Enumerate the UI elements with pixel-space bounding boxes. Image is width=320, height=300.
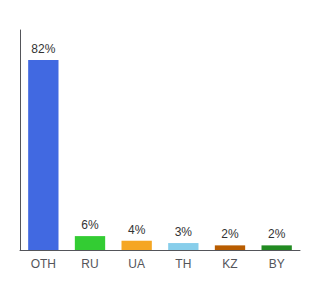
svg-text:BY: BY xyxy=(269,257,285,271)
svg-text:2%: 2% xyxy=(268,227,286,241)
svg-text:TH: TH xyxy=(175,257,191,271)
svg-text:3%: 3% xyxy=(175,225,193,239)
svg-text:4%: 4% xyxy=(128,223,146,237)
svg-text:2%: 2% xyxy=(221,227,239,241)
svg-text:OTH: OTH xyxy=(31,257,56,271)
svg-text:UA: UA xyxy=(128,257,145,271)
svg-text:KZ: KZ xyxy=(222,257,237,271)
svg-text:82%: 82% xyxy=(31,42,55,56)
svg-text:RU: RU xyxy=(81,257,98,271)
svg-text:6%: 6% xyxy=(81,218,99,232)
